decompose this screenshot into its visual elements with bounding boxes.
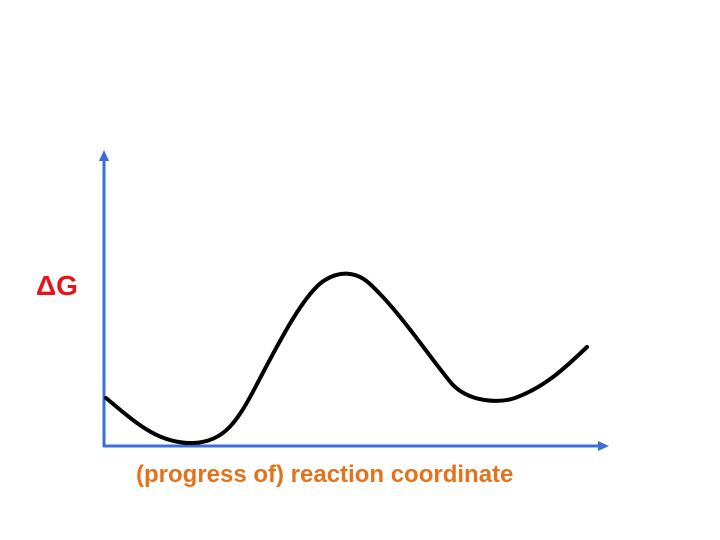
x-axis-arrowhead	[598, 441, 609, 451]
x-axis-label: (progress of) reaction coordinate	[136, 461, 514, 488]
y-axis-label: ΔG	[36, 270, 78, 301]
y-axis-arrowhead	[99, 150, 109, 161]
free-energy-curve	[104, 271, 589, 446]
